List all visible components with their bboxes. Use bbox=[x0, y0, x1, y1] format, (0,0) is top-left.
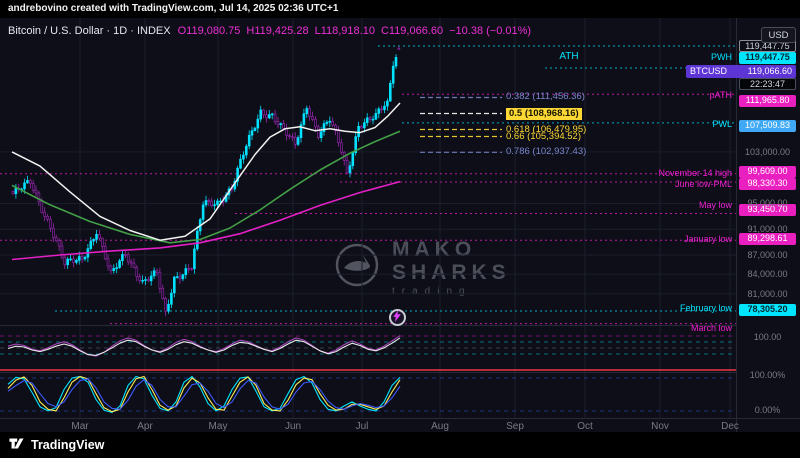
currency-toggle-button[interactable]: USD bbox=[761, 27, 796, 43]
footer-bar: TradingView bbox=[0, 432, 800, 458]
price-axis-badge: 89,298.61 bbox=[739, 233, 796, 245]
ohlc-close: C119,066.60 bbox=[380, 25, 444, 37]
price-axis-badge: 111,965.80 bbox=[739, 95, 796, 107]
level-name-label: November 14 high bbox=[658, 168, 732, 178]
ohlc-values: O119,080.75 H119,425.28 L118,918.10 C119… bbox=[178, 25, 531, 37]
tradingview-logo[interactable]: TradingView bbox=[8, 435, 104, 455]
ohlc-high: H119,425.28 bbox=[246, 25, 309, 37]
symbol-title[interactable]: Bitcoin / U.S. Dollar · 1D · INDEX bbox=[8, 25, 171, 37]
level-name-label: PWL bbox=[712, 119, 732, 129]
price-axis-badge: 93,450.70 bbox=[739, 204, 796, 216]
price-axis-badge: 99,609.00 bbox=[739, 166, 796, 178]
price-axis-label: 95,000.00 bbox=[747, 198, 788, 208]
chart-legend: Bitcoin / U.S. Dollar · 1D · INDEX O119,… bbox=[8, 25, 531, 37]
price-axis-badge: 78,305.20 bbox=[739, 304, 796, 316]
time-axis-month-label: Mar bbox=[71, 421, 89, 432]
current-price-badge: BTCUSD 119,066.60 bbox=[686, 65, 796, 78]
time-axis-month-label: Apr bbox=[137, 421, 153, 432]
indicator-axis-label: 0.00% bbox=[754, 405, 781, 415]
level-name-label: May low bbox=[698, 200, 732, 210]
lightning-marker-icon[interactable] bbox=[389, 309, 406, 326]
price-axis-label: 103,000.00 bbox=[744, 147, 791, 157]
ath-label[interactable]: ATH bbox=[559, 51, 579, 62]
ohlc-open: O119,080.75 bbox=[177, 25, 241, 37]
fib-level-label[interactable]: 0.66 (105,394.52) bbox=[506, 131, 582, 142]
watermark-line2: SHARKS bbox=[392, 261, 511, 284]
level-name-label: pATH bbox=[709, 90, 732, 100]
price-axis-label: 81,000.00 bbox=[747, 289, 788, 299]
time-axis-month-label: Nov bbox=[651, 421, 669, 432]
attribution-bar: andrebovino created with TradingView.com… bbox=[0, 0, 800, 18]
time-axis-month-label: Sep bbox=[506, 421, 524, 432]
attribution-text: andrebovino created with TradingView.com… bbox=[8, 3, 339, 14]
ohlc-change: −10.38 (−0.01%) bbox=[449, 25, 532, 37]
level-name-label: March low bbox=[690, 323, 732, 333]
fib-level-label[interactable]: 0.382 (111,456.36) bbox=[506, 91, 585, 102]
indicator-axis-label: 100.00% bbox=[749, 370, 786, 380]
shark-logo-icon bbox=[334, 242, 380, 293]
level-name-label: PWH bbox=[711, 52, 732, 62]
time-axis-month-label: Dec bbox=[721, 421, 739, 432]
time-axis-month-label: Jul bbox=[355, 421, 369, 432]
time-axis-month-label: Oct bbox=[577, 421, 593, 432]
tradingview-icon bbox=[8, 435, 25, 455]
time-axis-month-label: Jun bbox=[284, 421, 302, 432]
current-price-value: 119,066.60 bbox=[747, 66, 792, 76]
fib-level-label[interactable]: 0.5 (108,968.16) bbox=[506, 108, 582, 120]
price-axis-label: 87,000.00 bbox=[747, 250, 788, 260]
level-name-label: February low bbox=[679, 303, 732, 313]
price-axis-badge: 98,330.30 bbox=[739, 178, 796, 190]
level-name-label: June low-PML bbox=[674, 179, 732, 189]
time-axis-month-label: May bbox=[208, 421, 228, 432]
price-axis-badge: 107,509.83 bbox=[739, 120, 796, 132]
current-price-symbol: BTCUSD bbox=[690, 66, 728, 76]
chart-background bbox=[0, 18, 800, 432]
bolt-icon bbox=[393, 309, 402, 327]
price-axis-label: 84,000.00 bbox=[747, 269, 788, 279]
price-axis-label: 91,000.00 bbox=[747, 224, 788, 234]
price-axis-badge: 22:23:47 bbox=[739, 78, 796, 90]
time-axis-month-label: Aug bbox=[431, 421, 449, 432]
level-name-label: January low bbox=[683, 234, 732, 244]
watermark-line3: trading bbox=[392, 286, 472, 297]
ohlc-low: L118,918.10 bbox=[314, 25, 375, 37]
fib-level-label[interactable]: 0.786 (102,937.43) bbox=[506, 146, 587, 157]
tradingview-label: TradingView bbox=[31, 438, 105, 452]
indicator-axis-label: 100.00 bbox=[753, 332, 782, 342]
price-axis-badge: 119,447.75 bbox=[739, 52, 796, 64]
fib-level-label[interactable]: 0.618 (106,479.95) bbox=[506, 124, 587, 135]
